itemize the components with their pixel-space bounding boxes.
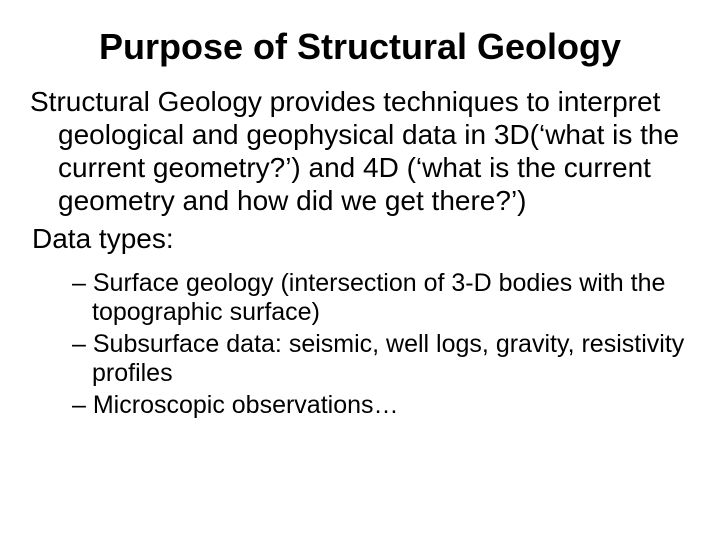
list-item: – Microscopic observations… xyxy=(92,391,690,421)
data-types-label: Data types: xyxy=(30,222,690,255)
list-item-text: Subsurface data: seismic, well logs, gra… xyxy=(92,330,684,388)
list-item: – Surface geology (intersection of 3-D b… xyxy=(92,269,690,328)
list-item-text: Microscopic observations… xyxy=(93,391,399,419)
dash-icon: – xyxy=(72,330,93,358)
intro-paragraph: Structural Geology provides techniques t… xyxy=(30,85,690,217)
data-types-list: – Surface geology (intersection of 3-D b… xyxy=(30,269,690,421)
slide-title: Purpose of Structural Geology xyxy=(30,26,690,67)
dash-icon: – xyxy=(72,391,93,419)
list-item-text: Surface geology (intersection of 3-D bod… xyxy=(92,269,665,327)
list-item: – Subsurface data: seismic, well logs, g… xyxy=(92,330,690,389)
dash-icon: – xyxy=(72,269,93,297)
slide-container: Purpose of Structural Geology Structural… xyxy=(0,0,720,540)
